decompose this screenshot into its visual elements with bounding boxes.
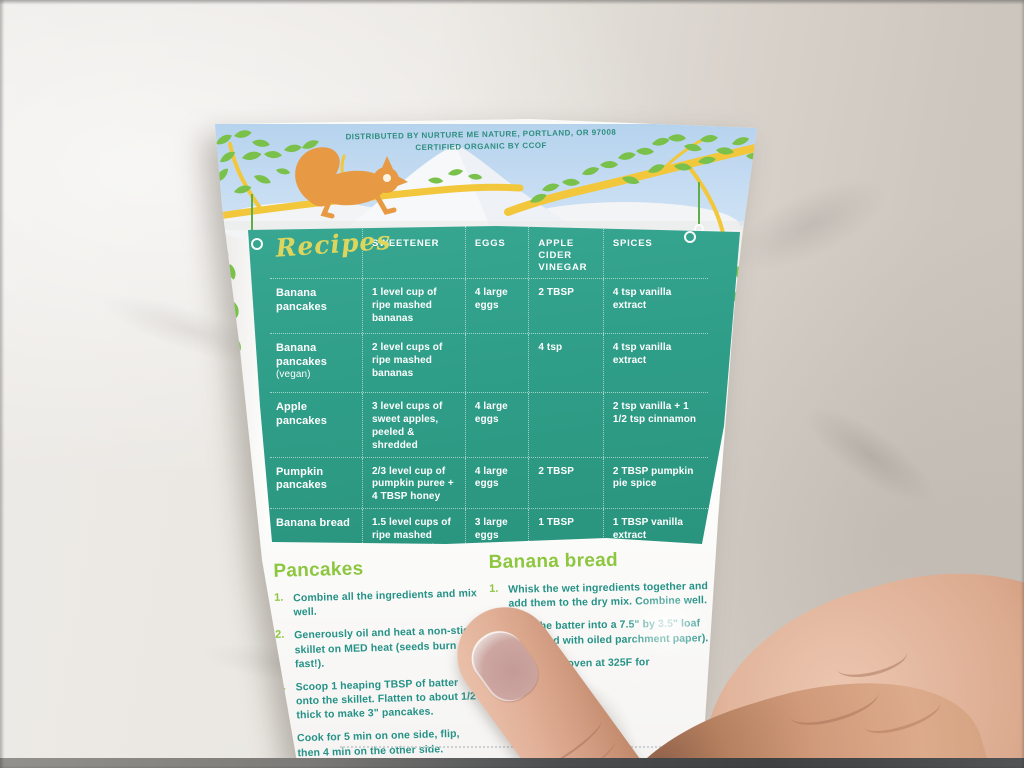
grommet-right	[684, 231, 696, 243]
recipe-name: Banana pancakes	[276, 287, 327, 313]
distributed-by-label: DISTRIBUTED BY	[345, 131, 422, 142]
column-header-vinegar: APPLE CIDER VINEGAR	[528, 226, 602, 279]
squirrel-eye	[383, 174, 391, 182]
instruction-step: 3. Scoop 1 heaping TBSP of batter onto th…	[276, 676, 482, 722]
instruction-step: 4. Cook for 5 min on one side, flip, then…	[277, 728, 460, 759]
snow-base	[215, 221, 757, 230]
distributor-name: NURTURE ME NATURE	[421, 129, 518, 141]
cell-vinegar: 2 TBSP	[528, 457, 602, 509]
cell-spices: 4 tsp vanilla extract	[602, 334, 708, 393]
marble-vein	[759, 363, 981, 547]
recipe-name: Apple pancakes	[276, 401, 327, 427]
cell-spices: 4 tsp vanilla extract	[602, 279, 708, 334]
cell-spices: 2 TBSP pumpkin pie spice	[602, 457, 708, 509]
cell-eggs: 4 large eggs	[464, 393, 529, 457]
recipe-name: Banana pancakes (vegan)	[270, 334, 362, 392]
table-row: Apple pancakes 3 level cups of sweet app…	[270, 392, 708, 457]
column-header-sweetener: SWEETENER	[361, 226, 465, 279]
photo-bottom-edge	[0, 758, 1024, 768]
column-header-spices: SPICES	[602, 226, 708, 279]
pancakes-instructions: Pancakes 1. Combine all the ingredients a…	[273, 555, 485, 768]
cell-eggs	[464, 334, 529, 393]
cell-sweetener: 1 level cup of ripe mashed bananas	[361, 279, 465, 334]
instruction-step: 1. Combine all the ingredients and mix we…	[273, 587, 478, 619]
instruction-step: 2. Generously oil and heat a non-stick sk…	[275, 624, 476, 671]
bag-surface: DISTRIBUTED BY NURTURE ME NATURE, PORTLA…	[215, 119, 757, 768]
cell-spices: 1 TBSP vanilla extract	[602, 509, 708, 544]
cell-vinegar: 2 TBSP	[528, 279, 602, 334]
cell-spices: 2 tsp vanilla + 1 1/2 tsp cinnamon	[602, 393, 708, 457]
recipe-name: Banana bread	[276, 517, 350, 530]
banana-bread-heading: Banana bread	[488, 549, 619, 573]
cell-vinegar: 1 TBSP	[528, 509, 602, 544]
recipe-table: Recipes SWEETENER EGGS APPLE CIDER VINEG…	[270, 226, 708, 544]
cell-vinegar	[528, 393, 602, 457]
recipe-note: (vegan)	[276, 368, 311, 380]
recipe-table-card: Recipes SWEETENER EGGS APPLE CIDER VINEG…	[248, 226, 740, 544]
paper-wrinkle-highlight	[606, 578, 726, 670]
package-bag: DISTRIBUTED BY NURTURE ME NATURE, PORTLA…	[190, 118, 765, 768]
table-row: Pumpkin pancakes 2/3 level cup of pumpki…	[270, 456, 708, 509]
cell-sweetener: 2 level cups of ripe mashed bananas	[361, 334, 465, 393]
grommet-left	[251, 238, 263, 250]
table-row: Banana bread 1.5 level cups of ripe mash…	[270, 508, 708, 544]
cell-eggs: 4 large eggs	[464, 457, 529, 509]
distributor-address: , PORTLAND, OR 97008	[517, 127, 617, 139]
cell-eggs: 3 large eggs	[464, 509, 529, 544]
column-header-eggs: EGGS	[464, 226, 529, 279]
cell-vinegar: 4 tsp	[528, 334, 602, 393]
mountain-shade	[456, 146, 575, 226]
table-header-row: Recipes SWEETENER EGGS APPLE CIDER VINEG…	[270, 226, 708, 279]
certified-organic-label: CERTIFIED ORGANIC BY CCOF	[415, 141, 547, 153]
pancakes-heading: Pancakes	[273, 558, 364, 582]
table-title: Recipes	[274, 225, 393, 263]
recipe-name: Pumpkin pancakes	[276, 465, 327, 491]
table-row: Banana pancakes 1 level cup of ripe mash…	[270, 278, 708, 334]
cell-sweetener: 1.5 level cups of ripe mashed bananas + …	[361, 509, 465, 544]
cell-sweetener: 3 level cups of sweet apples, peeled & s…	[361, 393, 465, 457]
cell-eggs: 4 large eggs	[464, 279, 529, 334]
table-row: Banana pancakes (vegan) 2 level cups of r…	[270, 333, 708, 393]
cell-sweetener: 2/3 level cup of pumpkin puree + 4 TBSP …	[361, 457, 465, 509]
squirrel-illustration	[295, 147, 408, 219]
